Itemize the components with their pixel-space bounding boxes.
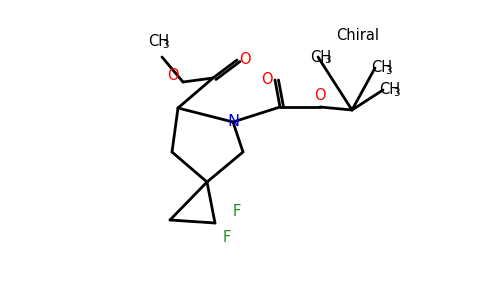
Text: CH: CH (310, 50, 331, 64)
Text: O: O (261, 71, 273, 86)
Text: N: N (227, 115, 239, 130)
Text: F: F (223, 230, 231, 244)
Text: CH: CH (371, 61, 392, 76)
Text: CH: CH (148, 34, 169, 50)
Text: F: F (233, 203, 241, 218)
Text: 3: 3 (385, 66, 392, 76)
Text: 3: 3 (162, 40, 168, 50)
Text: CH: CH (379, 82, 400, 98)
Text: O: O (239, 52, 251, 67)
Text: 3: 3 (324, 55, 331, 65)
Text: O: O (314, 88, 326, 103)
Text: 3: 3 (393, 88, 400, 98)
Text: Chiral: Chiral (336, 28, 379, 43)
Text: O: O (167, 68, 179, 82)
